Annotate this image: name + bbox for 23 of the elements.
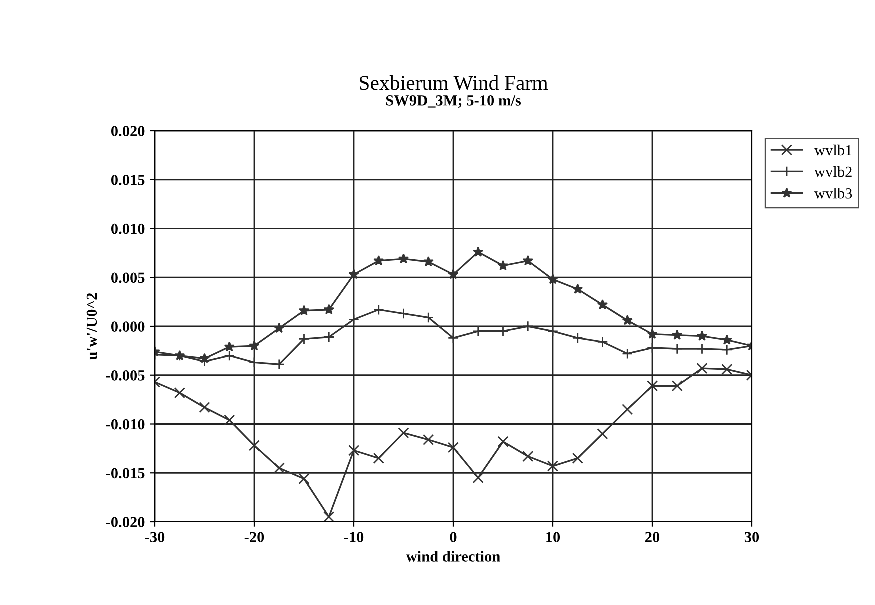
y-tick-label: -0.010 <box>106 419 145 430</box>
x-axis-title: wind direction <box>406 551 500 562</box>
x-tick-label: 10 <box>546 532 560 542</box>
x-tick-label: 0 <box>450 532 457 542</box>
y-axis-title: u'w'/U0^2 <box>86 293 98 360</box>
y-tick-label: 0.015 <box>111 175 145 186</box>
legend-label: wvlb3 <box>814 188 852 199</box>
y-tick-label: -0.005 <box>106 370 145 381</box>
x-tick-label: -20 <box>244 532 264 542</box>
y-tick-label: -0.020 <box>106 517 145 528</box>
y-tick-label: -0.015 <box>106 468 145 479</box>
legend-label: wvlb2 <box>814 166 852 178</box>
x-tick-label: -30 <box>145 532 165 542</box>
y-tick-label: 0.005 <box>111 272 145 284</box>
chart-subtitle: SW9D_3M; 5-10 m/s <box>386 96 522 108</box>
chart-title: Sexbierum Wind Farm <box>360 76 548 90</box>
y-tick-label: 0.000 <box>111 322 145 332</box>
x-tick-label: 30 <box>744 532 760 542</box>
x-tick-label: -10 <box>344 532 364 542</box>
y-tick-label: 0.010 <box>111 224 145 234</box>
legend-label: wvlb1 <box>814 144 852 156</box>
y-tick-label: 0.020 <box>111 126 145 137</box>
x-tick-label: 20 <box>646 532 660 542</box>
